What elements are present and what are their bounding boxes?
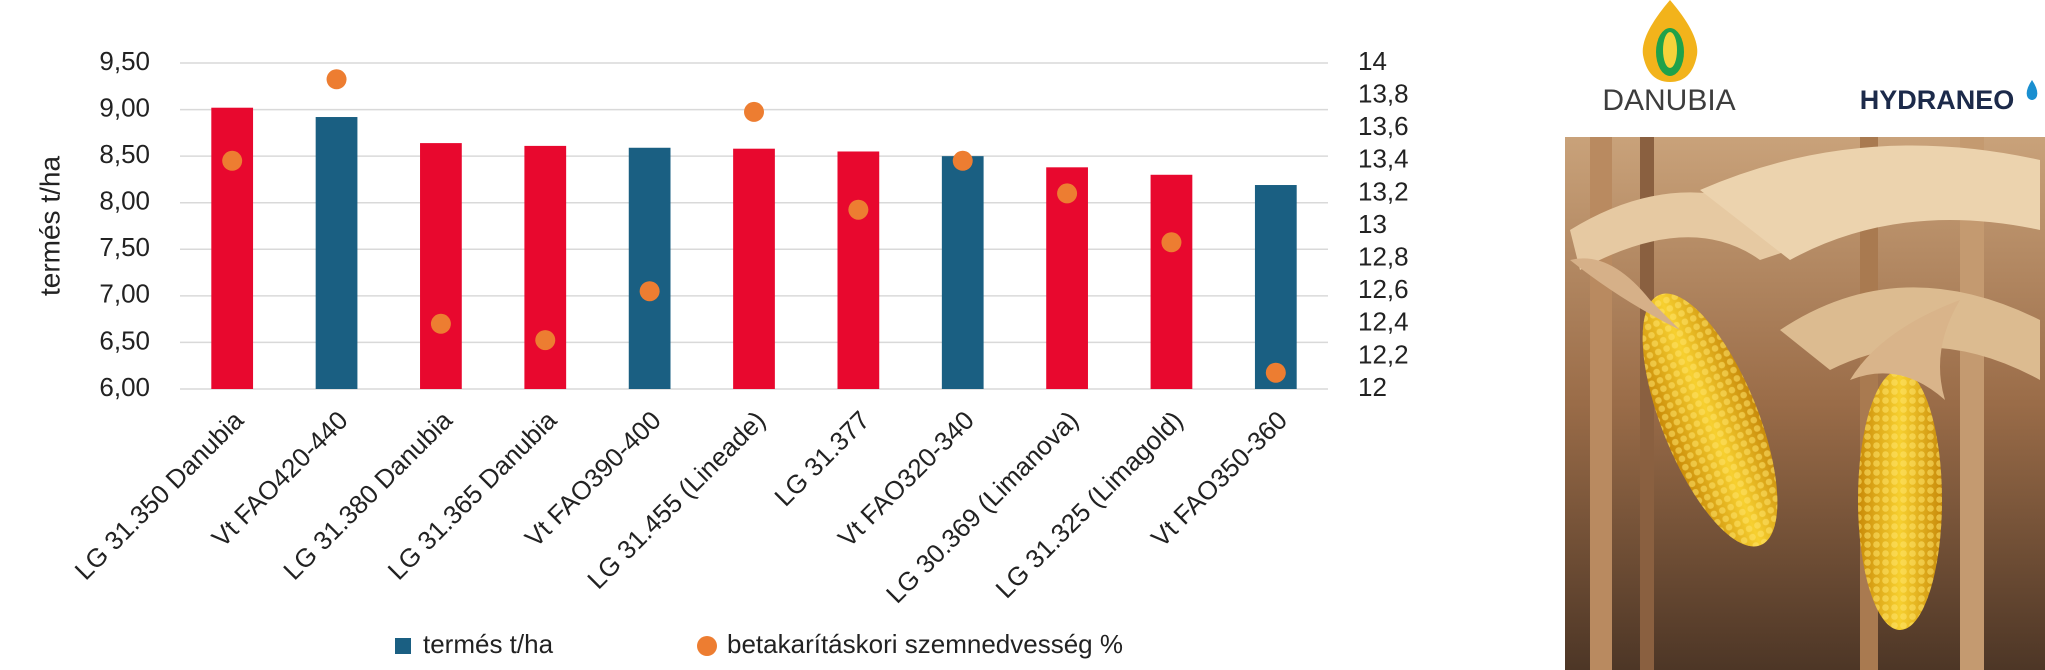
dot: [1161, 232, 1182, 253]
bar: [837, 151, 880, 389]
legend-label: betakarításkori szemnedvesség %: [727, 629, 1123, 659]
dot: [952, 150, 973, 171]
bar: [941, 156, 984, 389]
y2-tick-label: 13: [1358, 209, 1387, 239]
y-tick-label: 9,50: [99, 46, 150, 76]
dot: [848, 199, 869, 220]
legend-swatch: [697, 636, 717, 656]
y2-tick-label: 12: [1358, 372, 1387, 402]
danubia-logo: DANUBIA: [1602, 0, 1736, 117]
y-tick-label: 6,00: [99, 372, 150, 402]
y-tick-label: 7,50: [99, 232, 150, 262]
bar: [1150, 174, 1193, 389]
y2-tick-label: 13,8: [1358, 78, 1409, 108]
bar: [1046, 167, 1088, 389]
y-axis-title: termés t/ha: [34, 156, 65, 296]
y2-tick-label: 13,2: [1358, 176, 1409, 206]
y-tick-label: 8,00: [99, 186, 150, 216]
logo-text: HYDRANEO: [1860, 85, 2015, 115]
legend-label: termés t/ha: [423, 629, 554, 659]
y2-tick-label: 12,6: [1358, 274, 1409, 304]
legend-swatch: [395, 638, 411, 654]
y2-tick-label: 12,2: [1358, 339, 1409, 369]
bar: [420, 143, 462, 389]
bar: [733, 148, 775, 389]
bar: [1254, 185, 1297, 389]
y-tick-label: 8,50: [99, 139, 150, 169]
photo: [1565, 137, 2045, 670]
dot: [639, 281, 660, 302]
bar: [628, 147, 671, 389]
y2-tick-label: 13,4: [1358, 144, 1409, 174]
x-tick-label: LG 31.377: [768, 405, 875, 512]
x-tick-label: LG 31.455 (Lineade): [581, 405, 771, 595]
y-tick-label: 7,00: [99, 279, 150, 309]
bar: [315, 117, 358, 389]
hydraneo-logo: HYDRANEO: [1860, 80, 2038, 115]
dot: [326, 69, 347, 90]
dot: [1265, 362, 1286, 383]
bar: [211, 107, 254, 390]
x-tick-label: LG 30.369 (Limanova): [880, 405, 1084, 609]
y-tick-label: 9,00: [99, 92, 150, 122]
dot: [535, 330, 556, 351]
x-tick-label: LG 31.350 Danubia: [69, 405, 250, 586]
logo-text: DANUBIA: [1602, 84, 1735, 117]
y-tick-label: 6,50: [99, 325, 150, 355]
x-tick-label: LG 31.325 (Limagold): [990, 405, 1189, 604]
bar: [524, 145, 567, 389]
y2-tick-label: 12,4: [1358, 307, 1409, 337]
dot: [430, 313, 451, 334]
y2-tick-label: 12,8: [1358, 241, 1409, 271]
dot: [222, 150, 243, 171]
y2-tick-label: 14: [1358, 46, 1387, 76]
dot: [1057, 183, 1078, 204]
y2-tick-label: 13,6: [1358, 111, 1409, 141]
dot: [744, 101, 764, 122]
